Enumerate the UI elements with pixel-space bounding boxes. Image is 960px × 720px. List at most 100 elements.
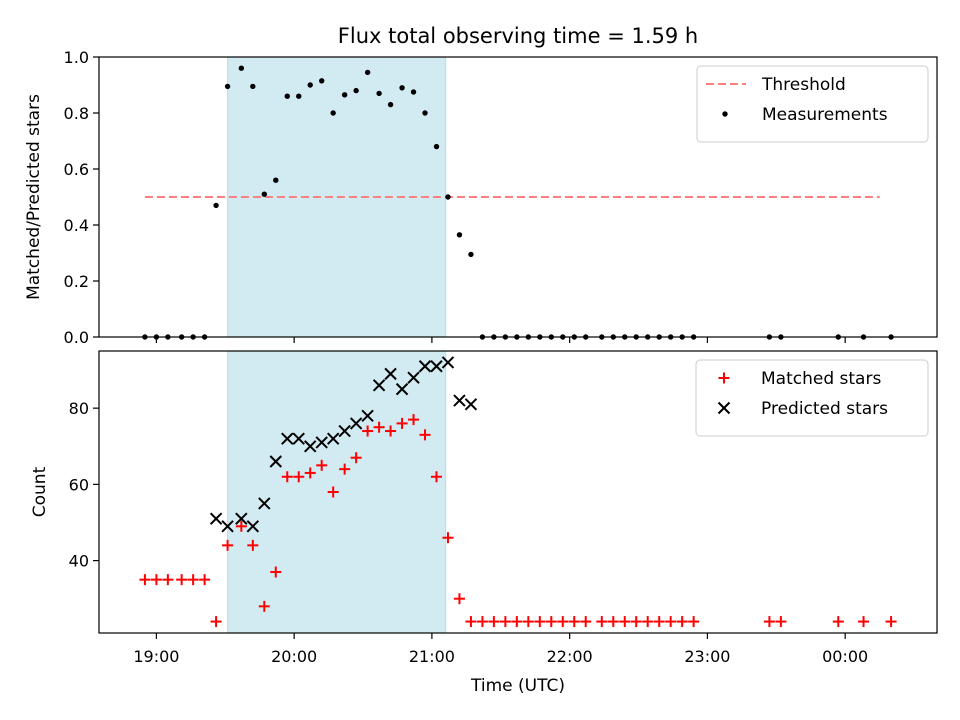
predicted-star-point: [384, 367, 397, 381]
predicted-star-point: [395, 382, 409, 396]
matched-star-point: [327, 486, 339, 498]
measurement-point: [261, 191, 268, 197]
matched-star-point: [775, 616, 787, 628]
matched-star-point: [199, 574, 211, 586]
matched-star-point: [339, 463, 351, 475]
y-tick-label: 0.0: [64, 328, 89, 347]
matched-star-point: [281, 471, 293, 483]
legend-marker: [722, 111, 728, 117]
matched-star-point: [373, 421, 385, 433]
measurement-point: [433, 143, 440, 150]
y-tick-label: 0.6: [64, 160, 89, 179]
predicted-star-point: [281, 432, 294, 445]
measurement-point: [319, 78, 325, 84]
plot-frame: [98, 56, 938, 338]
top-panel: 0.0 0.2 0.4 0.6 0.8 1.0 Matched/Predicted star…: [24, 48, 938, 347]
legend-item: Matched stars: [718, 369, 881, 389]
legend-item: Threshold: [706, 75, 846, 95]
x-tick-label: 00:00: [822, 647, 868, 666]
predicted-star-point: [326, 432, 340, 445]
measurement-point: [296, 93, 302, 99]
matched-star-point: [653, 616, 665, 628]
matched-star-point: [222, 539, 234, 551]
matched-star-point: [187, 574, 199, 586]
matched-star-point: [150, 574, 162, 586]
matched-star-point: [832, 616, 844, 628]
measurement-point: [399, 85, 405, 91]
matched-star-point: [235, 520, 247, 532]
legend-box: [696, 65, 929, 143]
x-axis-label: Time (UTC): [470, 676, 565, 696]
predicted-star-point: [304, 440, 317, 453]
y-axis-label: Matched/Predicted stars: [24, 94, 44, 300]
predicted-star-point: [464, 398, 478, 411]
measurement-point: [307, 82, 313, 88]
plot-frame: [98, 350, 938, 634]
matched-star-point: [162, 574, 174, 586]
matched-star-point: [176, 574, 188, 586]
legend: Threshold Measurements: [696, 65, 929, 143]
matched-star-point: [545, 616, 557, 628]
measurement-point: [250, 83, 256, 90]
y-tick-label: 40: [69, 552, 89, 571]
y-tick-label: 0.8: [64, 104, 89, 123]
matched-star-point: [499, 616, 511, 628]
matched-star-point: [642, 616, 654, 628]
measurement-point: [422, 110, 428, 116]
measurement-point: [330, 110, 336, 116]
legend-marker: [718, 372, 730, 384]
matched-star-point: [557, 616, 569, 628]
measurement-point: [445, 194, 451, 200]
matched-star-point: [630, 616, 642, 628]
x-tick-label: 23:00: [684, 647, 730, 666]
matched-star-point: [385, 425, 397, 437]
predicted-star-point: [338, 424, 351, 438]
matched-star-point: [419, 429, 431, 441]
matched-star-point: [568, 616, 580, 628]
matched-star-point: [688, 616, 700, 628]
predicted-star-point: [418, 360, 432, 373]
predicted-star-point: [453, 394, 466, 407]
matched-star-point: [210, 616, 222, 628]
measurement-point: [224, 83, 231, 90]
matched-star-point: [442, 532, 454, 544]
measurement-point: [410, 89, 417, 95]
matched-star-point: [665, 616, 677, 628]
legend-item: Predicted stars: [717, 399, 888, 419]
predicted-star-point: [258, 497, 271, 510]
matched-star-point: [247, 539, 259, 551]
predicted-star-point: [372, 379, 386, 392]
matched-star-point: [534, 616, 546, 628]
legend-item: Measurements: [722, 105, 888, 125]
legend-label: Threshold: [761, 75, 846, 95]
matched-star-point: [139, 574, 151, 586]
matched-star-point: [453, 593, 465, 605]
matched-star-point: [511, 616, 523, 628]
predicted-star-point: [246, 520, 260, 533]
legend-label: Predicted stars: [761, 399, 888, 419]
x-tick-label: 20:00: [271, 647, 317, 666]
y-tick-label: 1.0: [64, 48, 89, 67]
predicted-star-point: [441, 356, 455, 369]
measurement-point: [238, 65, 245, 71]
matched-star-point: [258, 600, 270, 612]
matched-star-point: [676, 616, 688, 628]
predicted-star-point: [315, 436, 328, 449]
y-tick-label: 0.4: [64, 216, 89, 235]
matched-star-point: [362, 425, 374, 437]
matched-star-point: [270, 566, 282, 578]
measurement-point: [456, 232, 463, 238]
predicted-star-point: [349, 417, 363, 430]
measurement-point: [353, 87, 359, 94]
matched-star-point: [293, 471, 305, 483]
matched-star-point: [316, 459, 328, 471]
y-axis-label: Count: [30, 466, 50, 517]
x-tick-label: 21:00: [409, 647, 455, 666]
predicted-star-point: [361, 409, 374, 422]
measurement-point: [364, 69, 371, 76]
matched-star-point: [580, 616, 592, 628]
matched-star-point: [304, 467, 316, 479]
bottom-panel: 40 60 80 19:00 20:00 21:00 22:00 23:00 00:00 Coun…: [30, 350, 938, 666]
matched-star-point: [858, 616, 870, 628]
